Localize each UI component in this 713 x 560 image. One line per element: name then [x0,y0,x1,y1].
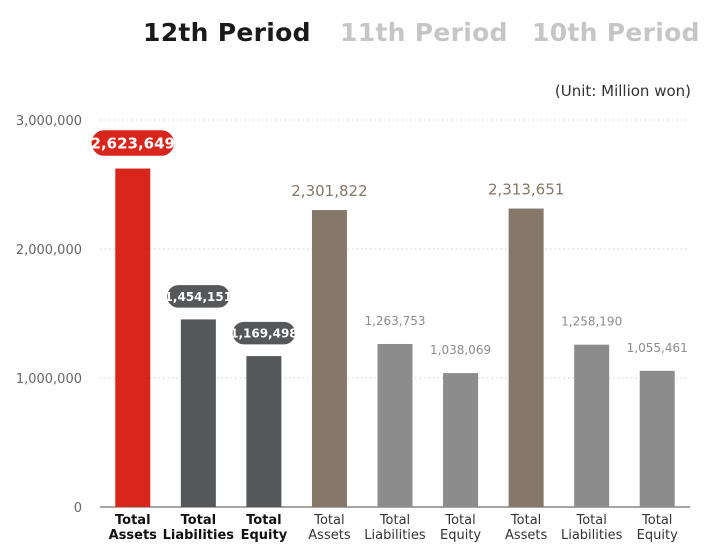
unit-label: (Unit: Million won) [554,82,691,100]
x-tick-label: Total [246,513,282,528]
y-tick-label: 1,000,000 [16,372,82,387]
value-label: 2,623,649 [91,135,175,153]
x-tick-label: Equity [440,528,481,543]
x-tick-label: Total [379,513,410,528]
bar [246,356,282,507]
x-tick-label: Total [313,513,344,528]
bar [508,208,544,508]
bar [115,168,151,507]
bar [180,319,216,507]
value-label: 1,038,069 [430,343,491,357]
x-tick-label: Total [510,513,541,528]
x-tick-label: Liabilities [364,528,426,543]
y-tick-label: 3,000,000 [16,114,82,129]
bar [377,343,413,507]
x-tick-label: Assets [308,528,351,543]
x-tick-label: Liabilities [561,528,623,543]
bar [311,210,347,508]
x-tick-label: Equity [637,528,678,543]
value-label: 1,454,151 [165,290,233,304]
tab-12th-period[interactable]: 12th Period [143,18,311,47]
x-tick-label: Assets [109,528,158,543]
value-label: 1,263,753 [364,314,425,328]
value-label: 1,169,498 [230,327,298,341]
x-tick-label: Total [115,513,151,528]
tab-11th-period[interactable]: 11th Period [340,18,508,47]
y-tick-label: 2,000,000 [16,243,82,258]
value-badge [165,283,232,310]
tab-10th-period[interactable]: 10th Period [532,18,700,47]
bar [639,370,675,507]
bar [443,373,479,507]
value-label: 1,055,461 [627,341,688,355]
x-tick-label: Equity [241,528,288,543]
x-tick-label: Total [181,513,217,528]
value-badge [231,320,297,346]
x-tick-label: Total [575,513,606,528]
x-tick-label: Assets [505,528,548,543]
value-label: 2,313,651 [488,181,564,199]
value-label: 1,258,190 [561,315,622,329]
value-badge [90,128,176,158]
x-tick-label: Total [444,513,475,528]
x-tick-label: Liabilities [163,528,235,543]
bar [574,344,610,507]
y-tick-label: 0 [74,501,82,516]
value-label: 2,301,822 [291,182,367,200]
period-tabs: 12th Period 11th Period 10th Period [0,18,713,54]
x-tick-label: Total [641,513,672,528]
